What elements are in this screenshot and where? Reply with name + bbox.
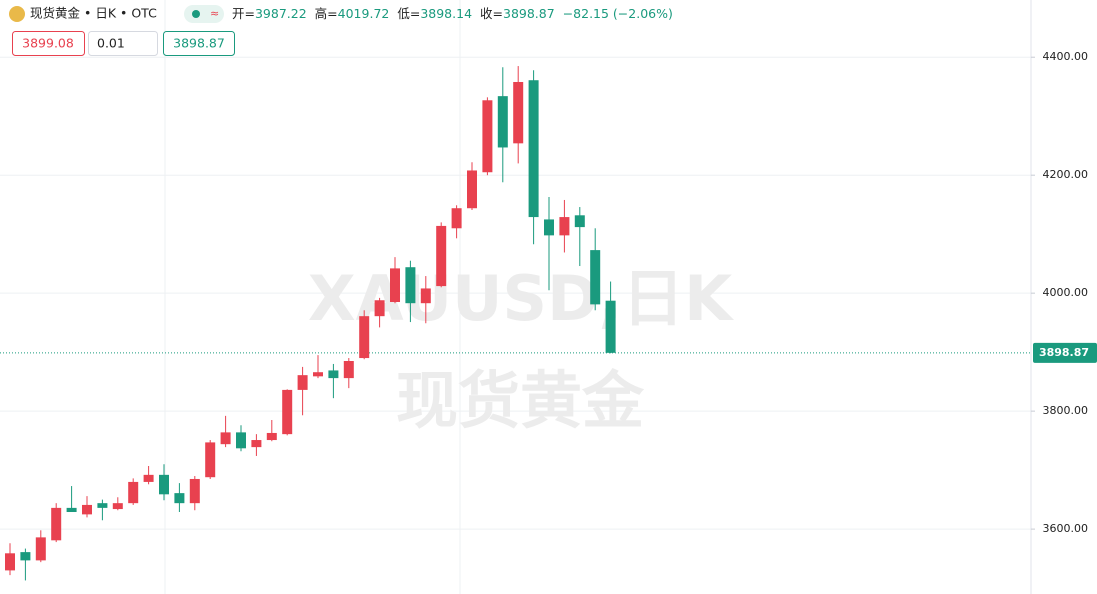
candle-body xyxy=(513,81,524,144)
status-pill[interactable] xyxy=(184,5,224,23)
y-tick-label: 4200.00 xyxy=(1043,168,1089,181)
qty-box[interactable] xyxy=(88,31,158,56)
plot-area xyxy=(0,0,1031,594)
buy-box[interactable] xyxy=(163,31,235,56)
symbol-title: 现货黄金 • 日K • OTC xyxy=(30,6,157,21)
qty: 0.01 xyxy=(97,36,125,51)
symbol-icon xyxy=(9,6,25,22)
candle-body xyxy=(359,316,370,359)
candle-body xyxy=(574,215,585,228)
open-label: 开= xyxy=(232,6,255,21)
candle-body xyxy=(328,370,339,379)
candle-body xyxy=(159,474,169,495)
candle-body xyxy=(497,96,508,148)
candle-body xyxy=(5,553,15,571)
y-tick-label: 3800.00 xyxy=(1043,404,1089,417)
buy-price: 3898.87 xyxy=(173,36,225,51)
candle-body xyxy=(112,503,123,510)
candle-body xyxy=(220,432,231,445)
candle-body xyxy=(128,481,139,504)
candle-body xyxy=(590,250,601,305)
candle-body xyxy=(436,225,447,287)
candle-body xyxy=(343,361,354,379)
candle-body xyxy=(51,507,62,541)
candle-body xyxy=(297,375,308,390)
candle-body xyxy=(205,442,216,478)
candle-body xyxy=(66,507,77,513)
last-price-tag xyxy=(1033,342,1097,363)
candle-body xyxy=(82,504,92,515)
candle-body xyxy=(35,537,46,561)
candle-body xyxy=(282,389,293,435)
status-dot xyxy=(192,10,200,18)
open-value: 3987.22 xyxy=(255,6,307,21)
candle-body xyxy=(236,432,246,449)
status-icon: ≈ xyxy=(210,7,219,20)
candle-body xyxy=(390,268,400,303)
candle-body xyxy=(482,100,493,173)
y-tick-label: 3600.00 xyxy=(1043,522,1089,535)
candle-body xyxy=(544,219,554,236)
candle-body xyxy=(528,80,539,218)
candle-body xyxy=(405,267,416,304)
low-label: 低= xyxy=(397,6,420,21)
low-value: 3898.14 xyxy=(420,6,472,21)
last-price-label: 3898.87 xyxy=(1039,346,1089,359)
close-label: 收= xyxy=(480,6,503,21)
candle-body xyxy=(20,552,31,561)
candle-body xyxy=(420,288,431,304)
watermark: 现货黄金 xyxy=(396,364,645,437)
sell-price: 3899.08 xyxy=(22,36,74,51)
candle-body xyxy=(559,217,570,236)
candle-body xyxy=(467,170,477,209)
sell-box[interactable] xyxy=(12,31,85,56)
candle-body xyxy=(605,300,616,353)
candle-body xyxy=(313,372,323,377)
candle-body xyxy=(451,208,462,229)
close-value: 3898.87 xyxy=(503,6,555,21)
high-label: 高= xyxy=(315,6,338,21)
y-tick-label: 4000.00 xyxy=(1043,286,1089,299)
watermark: XAUUSD,日K xyxy=(308,262,734,335)
change: −82.15 (−2.06%) xyxy=(563,6,673,21)
candle-body xyxy=(174,493,185,504)
candle-body xyxy=(251,440,262,448)
candle-body xyxy=(374,300,385,317)
high-value: 4019.72 xyxy=(338,6,390,21)
candle-body xyxy=(97,503,108,508)
candle-body xyxy=(189,478,200,504)
ohlc-header: 开=3987.22 高=4019.72 低=3898.14 收=3898.87 … xyxy=(232,6,673,21)
candle-body xyxy=(143,474,154,482)
candle-body xyxy=(266,432,277,441)
y-tick-label: 4400.00 xyxy=(1043,50,1089,63)
